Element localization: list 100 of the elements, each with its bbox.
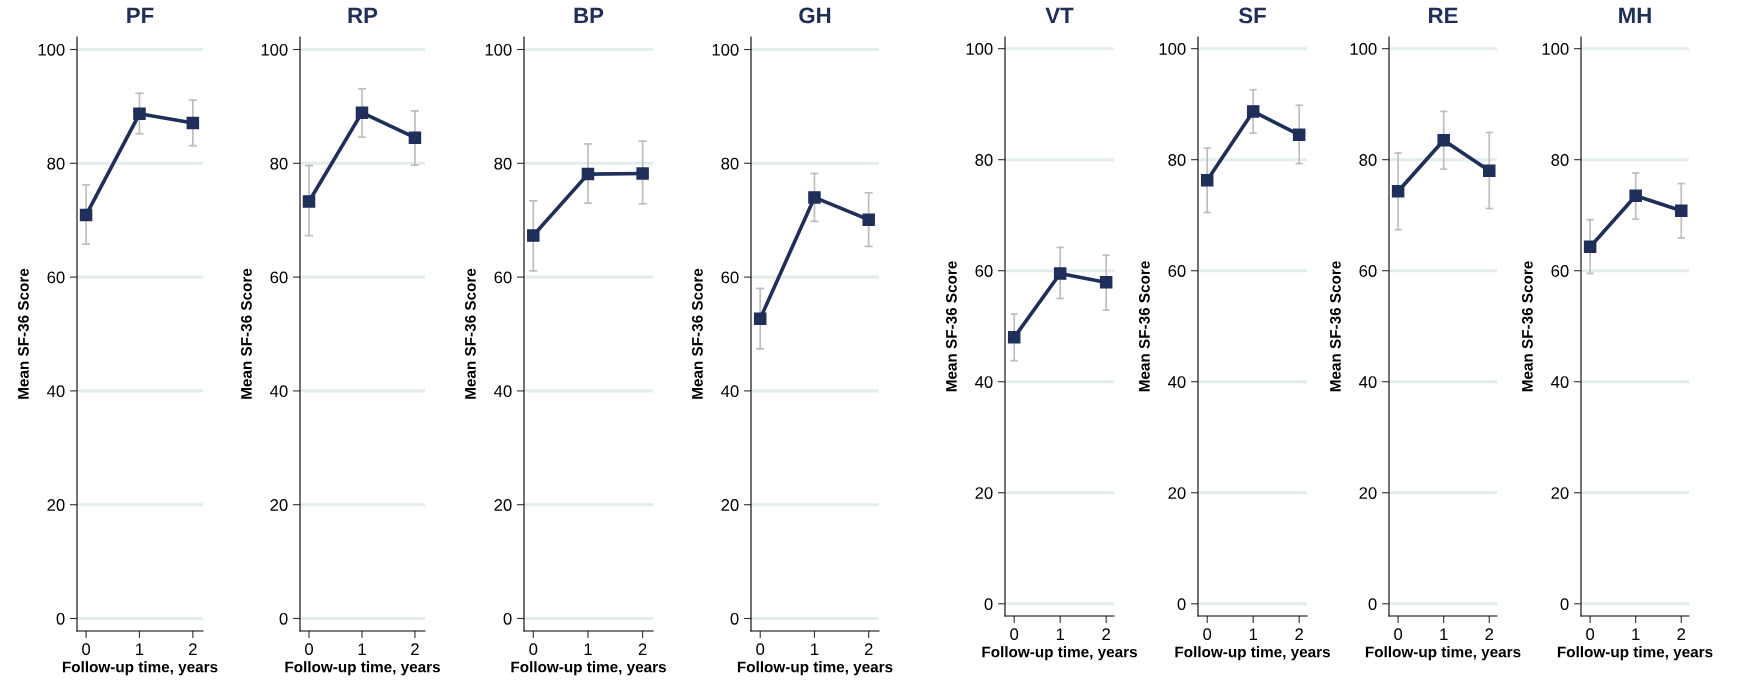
point xyxy=(527,229,540,242)
y-tick-label: 60 xyxy=(47,271,65,284)
y-axis-title: Mean SF-36 Score xyxy=(18,268,29,399)
x-tick-label: 0 xyxy=(1203,628,1212,641)
y-tick-label: 0 xyxy=(503,612,512,625)
point xyxy=(808,191,821,204)
y-tick-label: 40 xyxy=(975,376,993,388)
y-tick-label: 60 xyxy=(975,265,993,277)
point xyxy=(1200,173,1214,187)
y-tick-label: 100 xyxy=(38,43,65,56)
x-axis-title: Follow-up time, years xyxy=(1557,646,1713,661)
point xyxy=(581,167,595,181)
chart-title: GH xyxy=(799,7,831,24)
y-tick-label: 40 xyxy=(1168,376,1186,388)
point xyxy=(355,106,369,119)
y-axis-title: Mean SF-36 Score xyxy=(946,261,957,392)
chart-title: PF xyxy=(127,7,154,24)
chart-title: VT xyxy=(1045,7,1074,24)
y-axis-title: Mean SF-36 Score xyxy=(1522,261,1533,392)
y-tick-label: 40 xyxy=(721,385,739,398)
x-tick-label: 1 xyxy=(811,643,819,655)
y-tick-label: 40 xyxy=(47,385,65,398)
x-tick-label: 1 xyxy=(1440,628,1448,640)
x-axis-title: Follow-up time, years xyxy=(1175,646,1330,661)
x-axis-title: Follow-up time, years xyxy=(737,661,893,676)
y-tick-label: 80 xyxy=(47,157,65,170)
y-tick-label: 100 xyxy=(966,43,993,55)
y-tick-label: 20 xyxy=(270,499,288,511)
y-tick-label: 40 xyxy=(1551,376,1569,388)
point xyxy=(133,107,146,121)
y-tick-label: 100 xyxy=(485,43,512,56)
chart-title: SF xyxy=(1238,7,1266,24)
y-tick-label: 100 xyxy=(1350,43,1377,55)
y-axis-title: Mean SF-36 Score xyxy=(241,268,252,399)
y-tick-label: 100 xyxy=(1159,43,1186,55)
y-tick-label: 80 xyxy=(494,157,512,170)
point xyxy=(186,116,200,130)
point xyxy=(1482,164,1496,178)
y-tick-label: 20 xyxy=(975,487,993,499)
y-tick-label: 60 xyxy=(270,271,288,284)
x-tick-label: 0 xyxy=(529,643,538,656)
y-tick-label: 60 xyxy=(721,271,739,284)
point xyxy=(408,131,422,144)
x-tick-label: 2 xyxy=(1102,628,1110,640)
x-axis-title: Follow-up time, years xyxy=(982,646,1137,661)
y-tick-label: 0 xyxy=(1560,598,1569,610)
point xyxy=(753,312,767,325)
y-tick-label: 100 xyxy=(261,43,288,56)
y-tick-label: 20 xyxy=(721,499,739,511)
y-tick-label: 0 xyxy=(730,612,739,625)
y-tick-label: 0 xyxy=(56,612,65,625)
point xyxy=(1391,185,1405,198)
y-tick-label: 60 xyxy=(494,271,512,284)
x-tick-label: 1 xyxy=(136,643,144,655)
x-tick-label: 1 xyxy=(1056,628,1065,640)
point xyxy=(1629,189,1642,203)
x-axis-title: Follow-up time, years xyxy=(1365,646,1521,661)
x-tick-label: 1 xyxy=(1249,628,1258,640)
x-tick-label: 0 xyxy=(1394,628,1403,641)
point xyxy=(636,167,649,180)
chart-title: RP xyxy=(348,7,378,24)
point xyxy=(1674,204,1688,218)
point xyxy=(1007,331,1021,344)
y-tick-label: 80 xyxy=(1168,154,1186,166)
y-tick-label: 80 xyxy=(975,154,993,166)
x-tick-label: 0 xyxy=(82,643,91,656)
y-tick-label: 0 xyxy=(1368,598,1377,610)
y-axis-title: Mean SF-36 Score xyxy=(465,268,476,399)
point xyxy=(1583,240,1597,254)
x-tick-label: 0 xyxy=(756,643,765,656)
x-axis-title: Follow-up time, years xyxy=(62,661,218,676)
point xyxy=(302,195,316,208)
y-tick-label: 20 xyxy=(494,499,512,511)
y-tick-label: 60 xyxy=(1551,265,1569,277)
y-tick-label: 40 xyxy=(270,385,288,398)
y-tick-label: 80 xyxy=(1551,154,1569,166)
y-tick-label: 100 xyxy=(712,43,739,56)
y-tick-label: 20 xyxy=(1359,487,1377,499)
point xyxy=(1099,276,1113,289)
x-tick-label: 2 xyxy=(189,643,197,655)
x-tick-label: 1 xyxy=(584,643,592,655)
x-tick-label: 0 xyxy=(1586,628,1595,641)
y-axis-title: Mean SF-36 Score xyxy=(692,268,703,399)
y-tick-label: 40 xyxy=(1359,376,1377,388)
y-tick-label: 0 xyxy=(279,612,288,625)
chart-title: RE xyxy=(1429,7,1458,24)
x-tick-label: 2 xyxy=(411,643,419,655)
y-tick-label: 20 xyxy=(1168,487,1186,499)
chart-title: BP xyxy=(574,7,604,24)
y-tick-label: 40 xyxy=(494,385,512,398)
y-tick-label: 80 xyxy=(1359,154,1377,166)
y-tick-label: 60 xyxy=(1359,265,1377,277)
x-tick-label: 1 xyxy=(1632,628,1640,640)
y-axis-title: Mean SF-36 Score xyxy=(1330,261,1341,392)
x-tick-label: 1 xyxy=(358,643,366,655)
point xyxy=(862,213,875,226)
y-tick-label: 60 xyxy=(1168,265,1186,277)
y-tick-label: 0 xyxy=(1177,598,1186,610)
chart-title: MH xyxy=(1619,7,1651,24)
x-tick-label: 2 xyxy=(1485,628,1494,640)
